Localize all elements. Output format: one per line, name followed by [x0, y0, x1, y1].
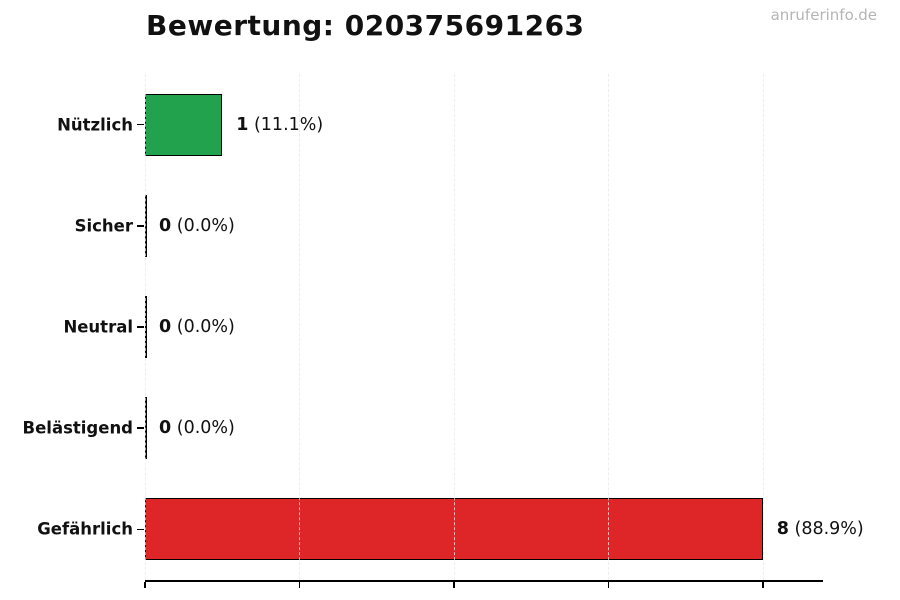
x-axis-tick — [298, 582, 301, 588]
category-label: Belästigend — [22, 418, 133, 438]
x-axis-tick — [453, 582, 455, 588]
category-label: Neutral — [63, 317, 133, 337]
value-percentage: (0.0%) — [171, 215, 235, 236]
x-axis-tick — [607, 582, 610, 588]
value-count: 0 — [159, 418, 172, 439]
plot-area — [145, 74, 823, 582]
value-count: 0 — [159, 317, 172, 337]
value-label: 0 (0.0%) — [159, 317, 235, 337]
category-label: Sicher — [74, 216, 133, 236]
value-label: 8 (88.9%) — [777, 519, 864, 539]
value-percentage: (88.9%) — [788, 519, 864, 540]
zero-value-bar — [145, 397, 147, 460]
value-percentage: (11.1%) — [248, 114, 324, 135]
x-axis-tick — [762, 582, 764, 588]
value-label: 0 (0.0%) — [159, 216, 235, 236]
zero-value-bar — [145, 296, 147, 358]
value-count: 1 — [236, 114, 249, 135]
category-tick-mark — [137, 326, 144, 328]
value-label: 1 (11.1%) — [236, 115, 323, 135]
bar — [145, 93, 223, 156]
category-tick-mark — [137, 123, 144, 126]
x-axis-tick — [144, 582, 146, 588]
bar — [145, 498, 763, 561]
category-label: Gefährlich — [37, 519, 133, 539]
value-label: 0 (0.0%) — [159, 418, 235, 438]
value-count: 8 — [776, 519, 789, 540]
category-tick-mark — [137, 528, 144, 531]
chart-title: Bewertung: 020375691263 — [146, 9, 585, 42]
value-percentage: (0.0%) — [171, 317, 235, 337]
watermark-text: anruferinfo.de — [770, 6, 877, 24]
category-tick-mark — [137, 225, 144, 227]
gridline — [762, 74, 764, 580]
category-tick-mark — [137, 427, 144, 429]
zero-value-bar — [145, 194, 147, 257]
value-percentage: (0.0%) — [171, 418, 235, 439]
value-count: 0 — [159, 215, 172, 236]
category-label: Nützlich — [57, 115, 133, 135]
